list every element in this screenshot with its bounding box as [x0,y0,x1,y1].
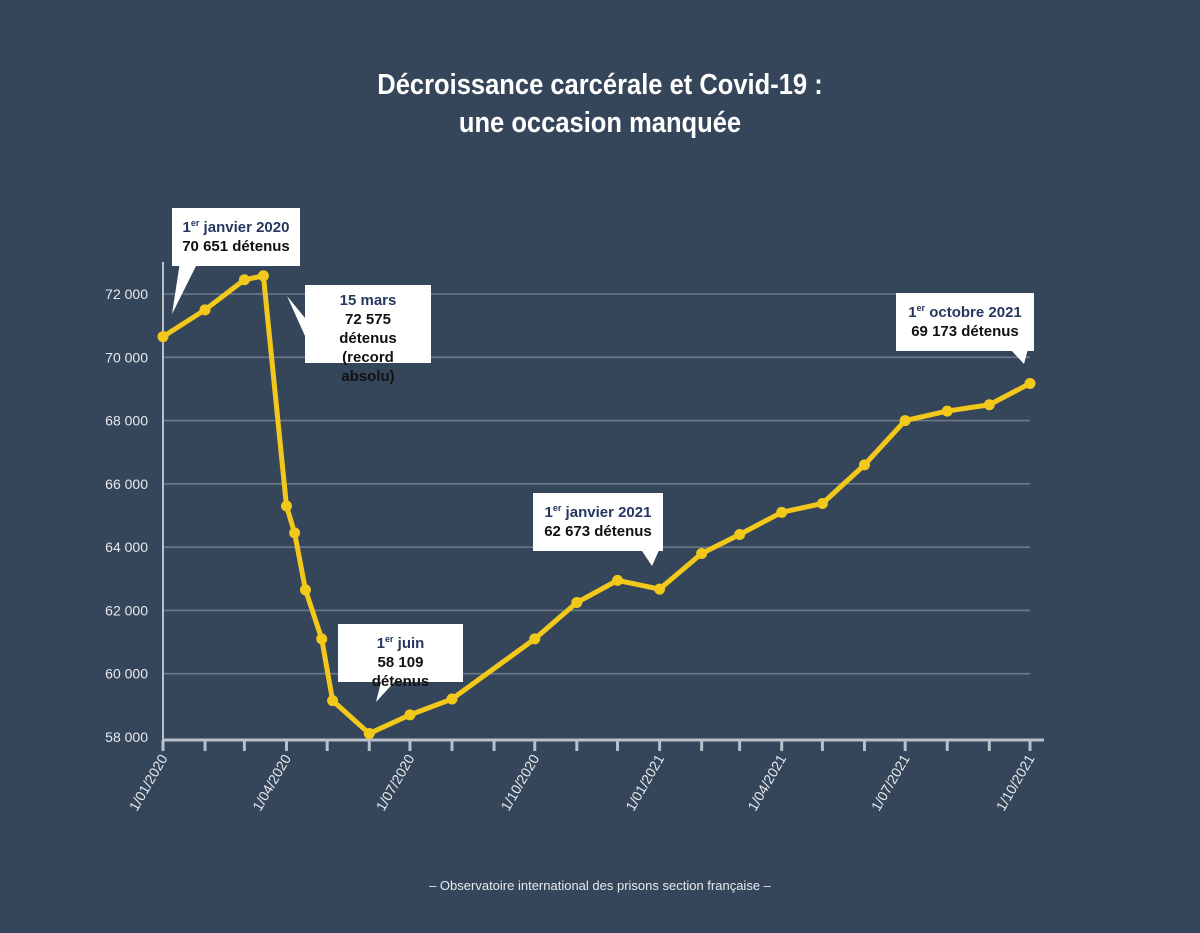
data-point [899,415,911,427]
data-point [404,709,416,721]
callout-mar-2020: 15 mars 72 575 détenus (record absolu) [305,285,431,385]
x-tick-label: 1/04/2021 [744,751,789,813]
y-tick-label: 72 000 [105,286,148,302]
data-point [941,405,953,417]
chart-title-line-1: Décroissance carcérale et Covid-19 : [377,69,823,101]
data-point [316,633,328,645]
data-series [157,270,1036,740]
data-point [529,633,541,645]
data-point [238,274,250,286]
callout-tail-jan-2020 [172,262,198,314]
callout-date: 15 mars [339,292,397,309]
data-point [446,693,458,705]
data-point [327,695,339,707]
callout-jan-2020: 1er janvier 2020 70 651 détenus [172,208,300,266]
callout-value: 72 575 détenus [339,311,397,347]
data-point [289,527,301,539]
callout-tail-jun-2020 [376,678,398,702]
data-point [257,270,269,282]
y-tick-label: 66 000 [105,476,148,492]
callout-oct-2021: 1er octobre 2021 69 173 détenus [896,293,1034,351]
data-point [1024,377,1036,389]
data-point [696,547,708,559]
data-point [299,584,311,596]
y-tick-label: 68 000 [105,413,148,429]
y-tick-label: 70 000 [105,349,148,365]
data-point [858,459,870,471]
callout-value: 62 673 détenus [544,523,652,540]
callout-value: 58 109 détenus [371,654,430,690]
x-tick-label: 1/04/2020 [249,751,294,813]
source-footer: – Observatoire international des prisons… [429,878,771,893]
y-tick-label: 58 000 [105,729,148,745]
x-tick-label: 1/07/2020 [373,751,418,813]
data-point [734,528,746,540]
y-tick-label: 60 000 [105,666,148,682]
callout-note: (record absolu) [341,349,395,385]
x-tick-label: 1/01/2020 [126,751,171,813]
data-point [280,500,292,512]
callout-leaders [172,262,1028,702]
chart-title: Décroissance carcérale et Covid-19 : une… [72,66,1128,142]
callout-jan-2021: 1er janvier 2021 62 673 détenus [533,493,663,551]
data-point [983,399,995,411]
data-point [571,597,583,609]
callout-date: 1er janvier 2020 [182,218,290,236]
callout-tail-oct-2021 [1010,349,1028,364]
data-point [157,331,169,343]
callout-date: 1er janvier 2021 [544,503,652,521]
callout-value: 69 173 détenus [911,323,1019,340]
callout-jun-2020: 1er juin 58 109 détenus [338,624,463,690]
callout-date: 1er juin [376,634,425,652]
data-point [776,506,788,518]
y-tick-label: 62 000 [105,602,148,618]
callout-tail-jan-2021 [640,548,660,566]
data-point [612,574,624,586]
x-tick-label: 1/01/2021 [622,751,667,813]
data-point [654,583,666,595]
x-tick-label: 1/10/2020 [497,751,542,813]
callout-value: 70 651 détenus [182,238,290,255]
y-tick-label: 64 000 [105,539,148,555]
x-tick-label: 1/10/2021 [993,751,1038,813]
data-point [816,497,828,509]
callout-date: 1er octobre 2021 [908,303,1022,321]
chart-title-line-2: une occasion manquée [458,107,742,139]
data-point [199,304,211,316]
x-tick-label: 1/07/2021 [868,751,913,813]
callout-tail-mar-2020 [287,296,305,336]
data-point [363,728,375,740]
